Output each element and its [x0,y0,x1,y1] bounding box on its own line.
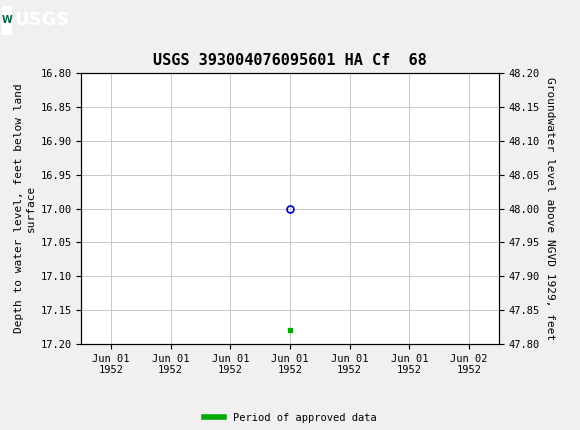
Legend: Period of approved data: Period of approved data [200,409,380,427]
Title: USGS 393004076095601 HA Cf  68: USGS 393004076095601 HA Cf 68 [153,53,427,68]
Text: USGS: USGS [14,12,70,29]
Y-axis label: Depth to water level, feet below land
surface: Depth to water level, feet below land su… [14,84,36,333]
FancyBboxPatch shape [2,6,12,35]
Text: W: W [2,15,12,25]
Y-axis label: Groundwater level above NGVD 1929, feet: Groundwater level above NGVD 1929, feet [545,77,555,340]
